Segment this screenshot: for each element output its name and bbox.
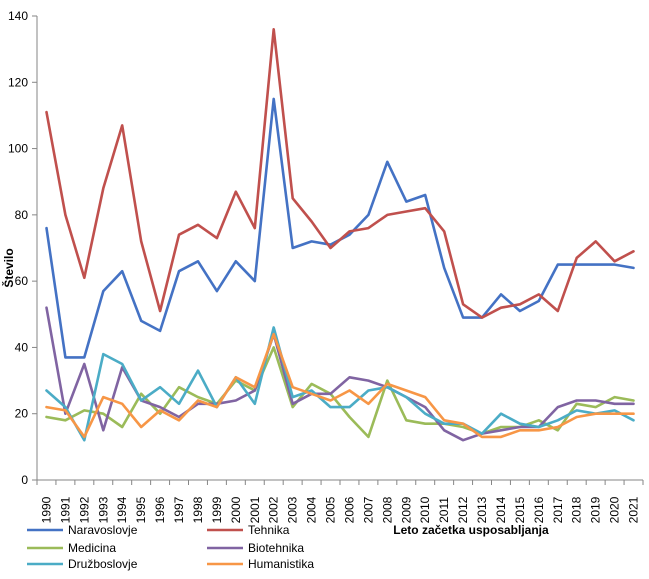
series-line-tehnika <box>45 27 635 319</box>
x-tick-label: 1995 <box>134 496 148 523</box>
x-tick-label: 2010 <box>418 496 432 523</box>
x-tick-label: 2007 <box>361 496 375 523</box>
axes <box>32 15 644 485</box>
x-tick-label: 1992 <box>77 496 91 523</box>
y-tick-label: 40 <box>15 340 29 354</box>
x-tick-label: 2012 <box>456 496 470 523</box>
y-tick-label: 0 <box>21 473 28 487</box>
x-tick-label: 2017 <box>551 496 565 523</box>
x-tick-labels: 1990 1991 1992 1993 1994 1995 1996 1997 1998 1999… <box>39 496 640 523</box>
series-line-humanistika <box>45 332 635 439</box>
series-lines <box>45 27 635 442</box>
legend-label: Naravoslovje <box>68 523 138 537</box>
x-tick-label: 2018 <box>570 496 584 523</box>
series-line-dru-boslovje <box>45 326 635 442</box>
x-tick-label: 2015 <box>513 496 527 523</box>
series-line-naravoslovje <box>45 97 635 359</box>
legend-item-dru-boslovje: Družboslovje <box>27 557 138 571</box>
x-tick-label: 1999 <box>210 496 224 523</box>
y-tick-label: 60 <box>15 274 29 288</box>
legend-label: Biotehnika <box>248 541 304 555</box>
x-tick-label: 1997 <box>172 496 186 523</box>
x-axis-label: Leto začetka usposabljanja <box>393 523 549 537</box>
x-tick-label: 2006 <box>342 496 356 523</box>
legend-item-tehnika: Tehnika <box>207 523 290 537</box>
x-tick-label: 1996 <box>153 496 167 523</box>
x-tick-label: 2001 <box>248 496 262 523</box>
y-tick-label: 80 <box>15 208 29 222</box>
x-tick-label: 2011 <box>437 497 451 523</box>
x-tick-label: 2020 <box>608 496 622 523</box>
legend-label: Humanistika <box>248 557 314 571</box>
x-tick-label: 1994 <box>115 496 129 523</box>
x-tick-label: 1991 <box>58 496 72 523</box>
x-tick-label: 2021 <box>627 496 641 523</box>
legend-label: Tehnika <box>248 523 290 537</box>
x-tick-label: 2016 <box>532 496 546 523</box>
legend-item-biotehnika: Biotehnika <box>207 541 304 555</box>
legend-item-naravoslovje: Naravoslovje <box>27 523 138 537</box>
x-tick-label: 2003 <box>286 496 300 523</box>
x-tick-label: 2008 <box>380 496 394 523</box>
y-tick-label: 120 <box>8 75 28 89</box>
y-tick-labels: 0 20 40 60 80 100 120 140 <box>8 9 28 487</box>
x-tick-label: 2002 <box>267 496 281 523</box>
legend-label: Medicina <box>68 541 116 555</box>
x-tick-label: 1993 <box>96 496 110 523</box>
x-tick-label: 2005 <box>324 496 338 523</box>
x-tick-label: 2004 <box>305 496 319 523</box>
y-tick-label: 20 <box>15 407 29 421</box>
x-tick-label: 1990 <box>39 496 53 523</box>
legend: Naravoslovje Tehnika Medicina Biotehnika Dru… <box>27 523 314 571</box>
x-tick-label: 2019 <box>589 496 603 523</box>
x-tick-label: 2009 <box>399 496 413 523</box>
x-tick-label: 2000 <box>229 496 243 523</box>
y-tick-label: 100 <box>8 142 28 156</box>
x-tick-label: 2014 <box>494 496 508 523</box>
x-tick-label: 2013 <box>475 496 489 523</box>
y-axis-label: Število <box>1 248 16 287</box>
y-tick-label: 140 <box>8 9 28 23</box>
legend-label: Družboslovje <box>68 557 138 571</box>
legend-item-medicina: Medicina <box>27 541 116 555</box>
x-tick-label: 1998 <box>191 496 205 523</box>
legend-item-humanistika: Humanistika <box>207 557 314 571</box>
